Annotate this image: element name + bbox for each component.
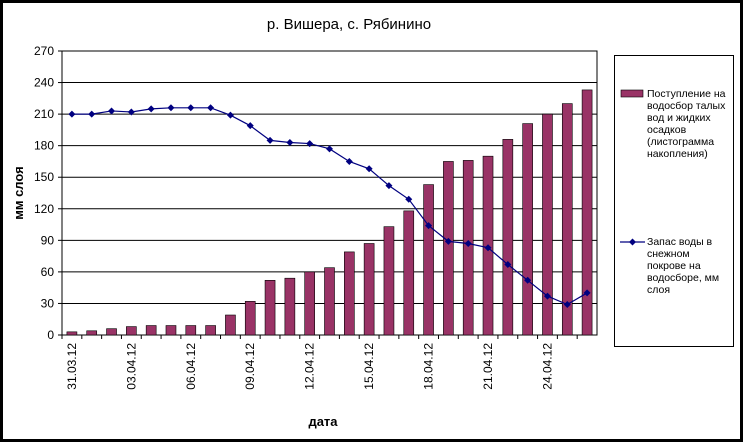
point: [563, 300, 571, 308]
point: [187, 104, 195, 112]
point: [286, 139, 294, 147]
y-tick-label: 240: [34, 76, 54, 90]
y-tick-label: 60: [41, 265, 55, 279]
chart: р. Вишера, с. Рябинино дата мм слоя 0 30 6…: [11, 16, 598, 429]
legend-swatch-bar: [620, 89, 644, 98]
bar: [383, 226, 395, 336]
point: [108, 107, 116, 115]
legend-swatch: [620, 238, 645, 246]
legend-swatch: [620, 89, 644, 98]
y-tick-label: 150: [34, 170, 54, 184]
bar: [86, 330, 98, 336]
legend-key: [619, 88, 647, 100]
chart-area: р. Вишера, с. Рябинино дата мм слоя 0 30 6…: [3, 3, 740, 439]
bar: [225, 314, 236, 336]
point: [88, 110, 96, 118]
chart-title: р. Вишера, с. Рябинино: [267, 16, 431, 33]
legend-swatch-point: [629, 238, 636, 246]
x-tick-label: 03.04.12: [124, 343, 138, 390]
bar: [443, 161, 454, 336]
bar: [561, 103, 573, 336]
legend-label: Поступление на водосбор талых вод и жидк…: [647, 88, 726, 160]
y-tick-label: 0: [47, 328, 54, 342]
x-tick-label: 21.04.12: [481, 343, 495, 390]
y-tick-label: 210: [34, 107, 54, 121]
bar: [106, 328, 117, 336]
point: [444, 237, 452, 245]
x-tick-label: 18.04.12: [422, 343, 436, 390]
point: [326, 145, 333, 153]
point: [425, 222, 433, 230]
point: [207, 104, 215, 112]
legend-label: Запас воды в снежном покрове на водосбор…: [647, 236, 720, 296]
bar: [126, 326, 137, 336]
y-axis-title: мм слоя: [11, 166, 26, 220]
point: [266, 136, 274, 144]
point: [484, 244, 492, 252]
x-tick-label: 06.04.12: [184, 343, 198, 390]
bar: [324, 267, 335, 336]
bar: [542, 113, 553, 336]
bar: [145, 325, 157, 336]
legend-item: Запас воды в снежном покрове на водосбор…: [619, 236, 731, 296]
bar: [264, 280, 276, 336]
point: [365, 165, 373, 173]
bar: [423, 184, 434, 336]
bar: [165, 325, 177, 336]
bar: [304, 271, 315, 336]
point: [68, 110, 76, 118]
x-tick-label: 24.04.12: [540, 343, 554, 390]
legend: Поступление на водосбор талых вод и жидк…: [614, 55, 734, 347]
x-axis-title: дата: [308, 414, 338, 429]
y-tick-label: 90: [41, 233, 55, 247]
x-tick-label: 12.04.12: [303, 343, 317, 390]
legend-item: Поступление на водосбор талых вод и жидк…: [619, 88, 731, 160]
point: [226, 111, 234, 119]
bar: [244, 301, 256, 336]
point: [147, 105, 155, 113]
point: [246, 122, 254, 130]
bar: [284, 277, 296, 336]
point: [464, 239, 472, 247]
bar: [205, 325, 216, 336]
y-tick-label: 120: [34, 202, 54, 216]
bar: [462, 160, 474, 336]
y-tick-label: 180: [34, 139, 54, 153]
point: [504, 261, 512, 269]
point: [167, 104, 175, 112]
point: [127, 108, 135, 116]
y-tick-label: 30: [41, 296, 55, 310]
x-tick-label: 09.04.12: [243, 343, 257, 390]
bar: [581, 89, 593, 336]
point: [543, 292, 551, 300]
bar: [66, 331, 78, 336]
x-tick-label: 15.04.12: [362, 343, 376, 390]
point: [385, 182, 393, 190]
point: [524, 276, 532, 284]
bar: [522, 123, 533, 336]
bar: [502, 139, 514, 336]
legend-key: [619, 236, 647, 248]
point: [583, 289, 591, 297]
x-tick-label: 31.03.12: [65, 343, 79, 390]
point: [405, 195, 413, 203]
bar: [363, 243, 375, 336]
y-tick-label: 270: [34, 44, 54, 58]
bar: [185, 325, 197, 336]
bar: [403, 210, 415, 336]
bar: [344, 251, 355, 336]
point: [345, 157, 353, 165]
point: [306, 140, 314, 148]
